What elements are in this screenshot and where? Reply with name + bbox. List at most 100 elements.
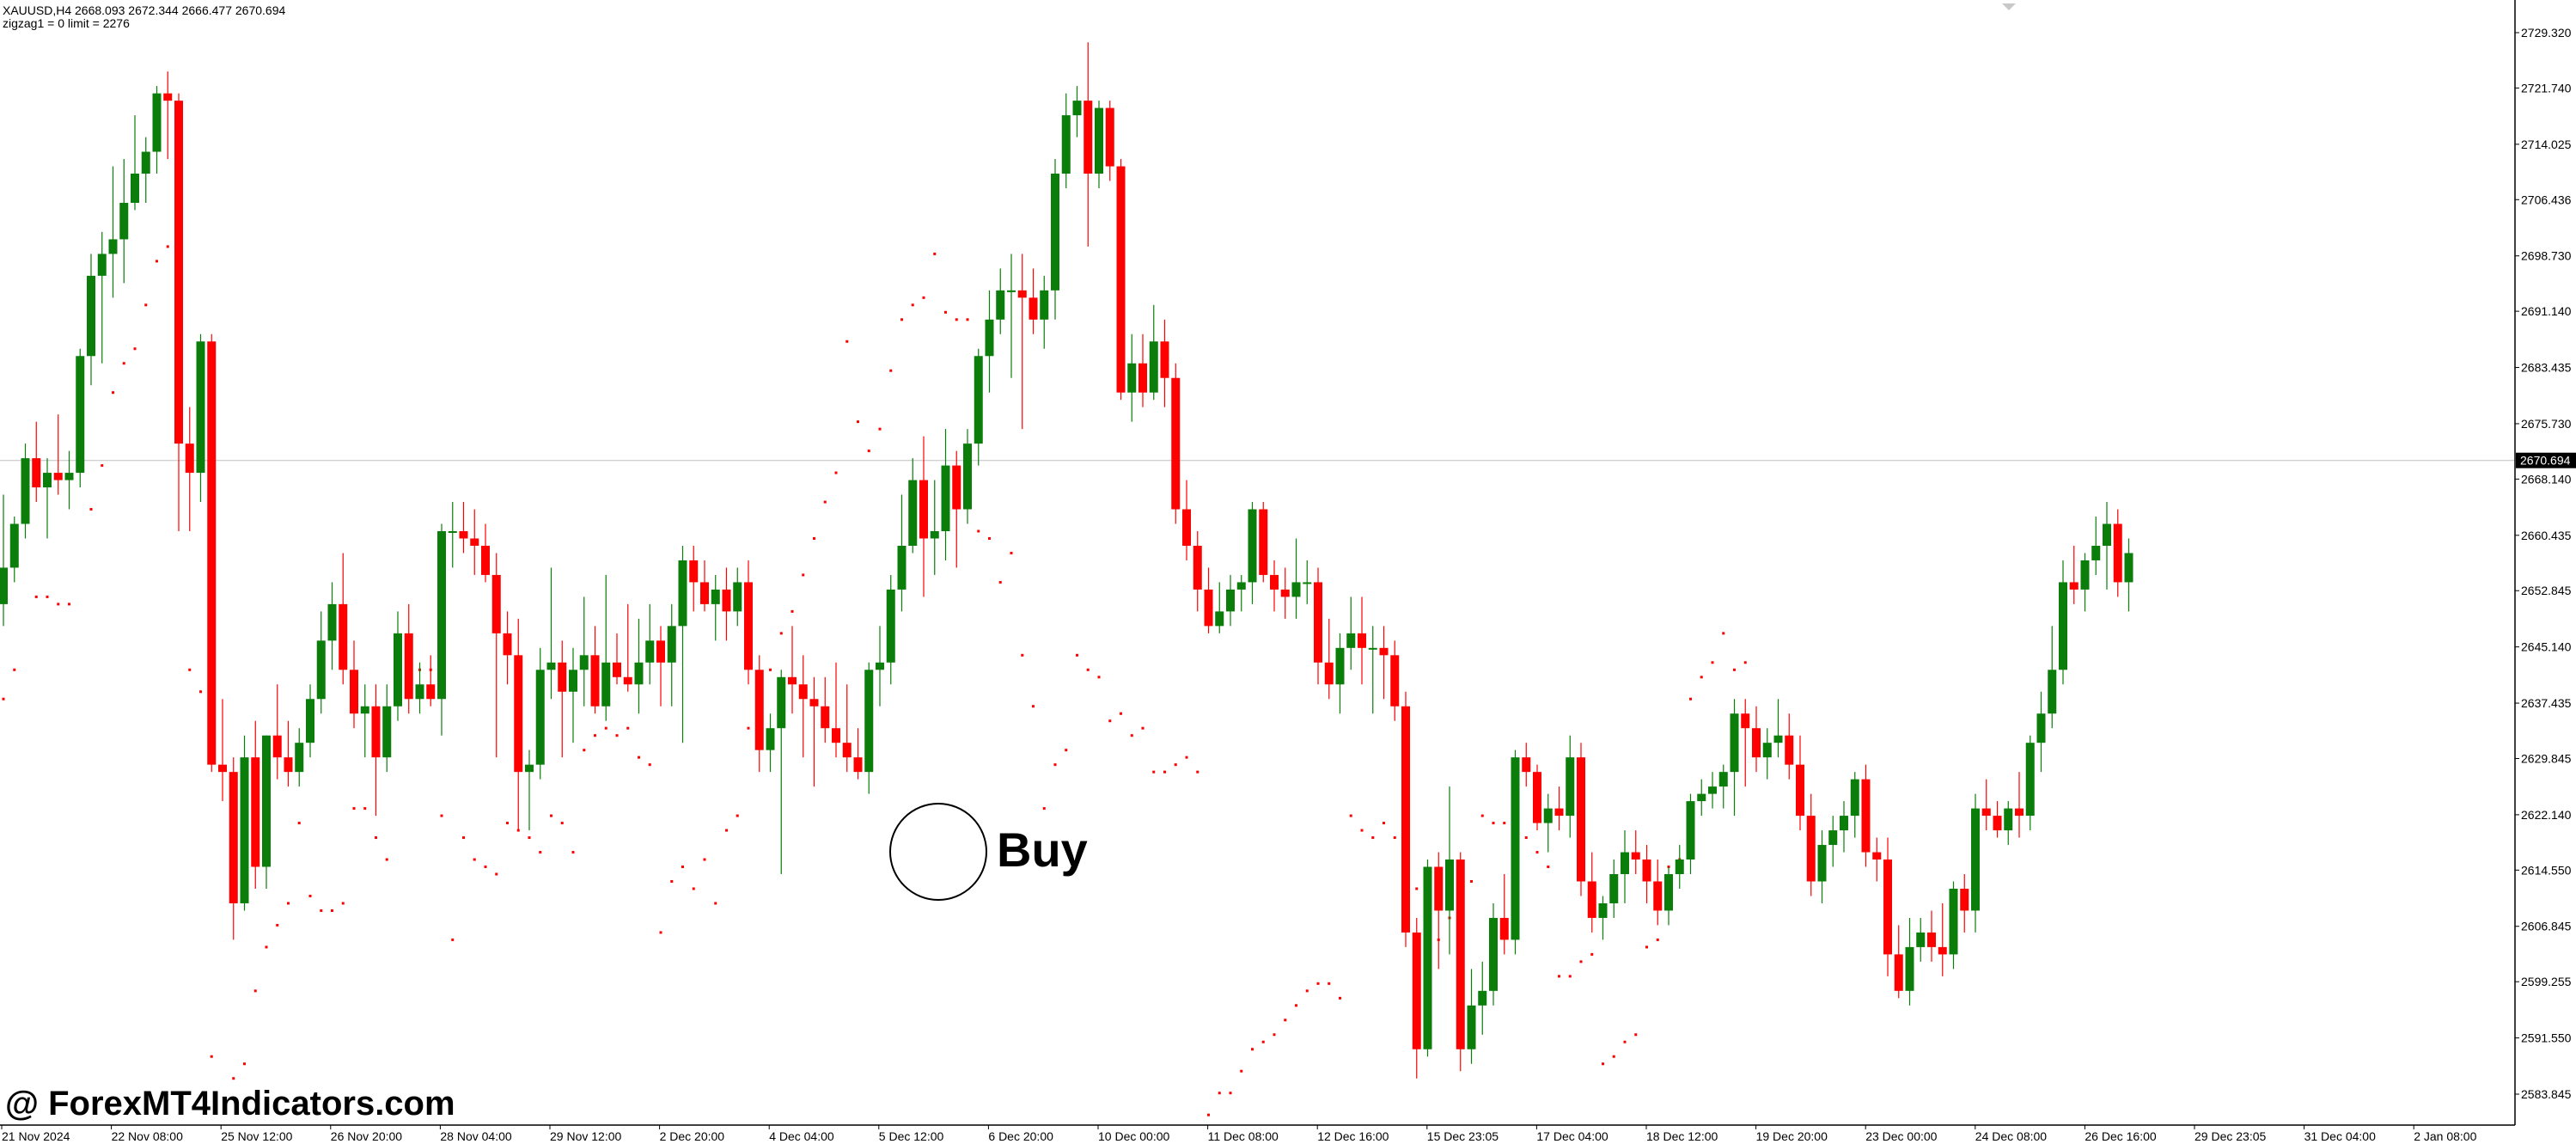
candle-body xyxy=(1522,757,1531,773)
candle xyxy=(141,137,150,203)
candle-body xyxy=(1577,757,1585,882)
candle xyxy=(327,582,337,670)
candle-body xyxy=(284,757,293,773)
candle xyxy=(842,684,852,773)
indicator-dot xyxy=(779,632,783,635)
candle-body xyxy=(1358,633,1366,648)
candle xyxy=(185,407,194,531)
price-tick-label: 2591.550 xyxy=(2521,1031,2572,1045)
candle xyxy=(941,429,950,560)
candle xyxy=(864,662,874,794)
indicator-dot xyxy=(133,347,137,351)
indicator-dot xyxy=(922,296,925,299)
candle-body xyxy=(1051,174,1059,291)
candle xyxy=(394,611,402,721)
candle xyxy=(1171,363,1181,524)
indicator-dot xyxy=(1612,1055,1615,1058)
candle xyxy=(733,567,742,627)
time-tick-label: 29 Dec 23:05 xyxy=(2194,1129,2266,1143)
candle-body xyxy=(1872,852,1882,860)
time-tick-label: 31 Dec 04:00 xyxy=(2304,1129,2376,1143)
candle xyxy=(53,414,63,495)
candle xyxy=(1259,502,1268,583)
candle xyxy=(1840,801,1848,853)
candle-body xyxy=(371,706,381,758)
candle xyxy=(613,633,621,685)
indicator-dot xyxy=(1130,734,1133,737)
candles-layer xyxy=(0,42,2133,1079)
indicator-dot xyxy=(1634,1033,1638,1037)
candle xyxy=(43,458,52,539)
indicator-dot xyxy=(911,303,914,307)
indicator-dot xyxy=(1261,1040,1265,1043)
candle-body xyxy=(316,640,326,700)
candle xyxy=(601,574,611,721)
time-axis-labels: 21 Nov 2024 22 Nov 08:00 25 Nov 12:00 26 No… xyxy=(1,1125,2477,1143)
candle xyxy=(2004,801,2013,846)
indicator-dot xyxy=(506,822,509,825)
candle-body xyxy=(1138,363,1147,393)
candle xyxy=(809,676,819,787)
indicator-dot xyxy=(725,829,728,832)
candle-body xyxy=(218,764,227,773)
indicator-dot xyxy=(1240,1069,1243,1073)
time-tick-label: 25 Nov 12:00 xyxy=(221,1129,292,1143)
candle xyxy=(985,290,994,393)
candle xyxy=(21,444,30,539)
candle-body xyxy=(1938,946,1947,955)
candle-body xyxy=(1478,990,1487,1006)
candle-body xyxy=(1029,297,1038,320)
candle xyxy=(1127,333,1137,422)
time-tick-label: 11 Dec 08:00 xyxy=(1208,1129,1279,1143)
candle-body xyxy=(1390,655,1400,707)
price-tick-label: 2714.025 xyxy=(2521,138,2572,151)
watermark: @ ForexMT4Indicators.com xyxy=(5,1085,455,1123)
current-price-tag-label: 2670.694 xyxy=(2520,454,2571,468)
candle-body xyxy=(87,275,95,357)
indicator-dot xyxy=(144,303,148,307)
candle xyxy=(1927,910,1936,962)
indicator-dot xyxy=(802,573,805,577)
candle-body xyxy=(1127,363,1137,393)
indicator-dot xyxy=(615,734,619,737)
candle xyxy=(382,684,392,773)
candle xyxy=(251,720,260,889)
candle-body xyxy=(525,764,534,773)
candle-body xyxy=(722,589,731,612)
indicator-dot xyxy=(287,902,290,905)
candle xyxy=(0,494,8,627)
candle-body xyxy=(327,603,337,641)
indicator-dot xyxy=(539,851,542,854)
candle xyxy=(1916,917,1926,962)
candle-body xyxy=(634,662,644,685)
indicator-dot xyxy=(1590,952,1594,956)
candle xyxy=(1708,772,1717,809)
candle xyxy=(1883,837,1892,976)
candle xyxy=(1291,538,1301,619)
candle xyxy=(1960,874,1969,933)
candle-body xyxy=(1664,874,1673,911)
candle xyxy=(1280,567,1290,619)
candle-body xyxy=(1730,713,1739,773)
candle-body xyxy=(262,735,271,867)
indicator-dot xyxy=(1218,1092,1221,1095)
indicator-dot xyxy=(451,938,455,941)
candle-body xyxy=(360,706,369,714)
price-tick-label: 2622.140 xyxy=(2521,808,2572,822)
candle xyxy=(963,429,972,524)
candle xyxy=(426,655,436,707)
indicator-dot xyxy=(243,1062,246,1066)
candle xyxy=(558,640,567,758)
indicator-dot xyxy=(1558,975,1560,978)
scroll-marker-icon[interactable] xyxy=(2002,3,2016,10)
candle xyxy=(1741,699,1750,787)
time-tick-label: 18 Dec 12:00 xyxy=(1646,1129,1718,1143)
candle xyxy=(207,333,217,773)
candle-body xyxy=(229,772,238,903)
candle-body xyxy=(1280,589,1290,597)
candle xyxy=(316,611,326,714)
candle-body xyxy=(1598,902,1608,918)
candle-body xyxy=(1379,647,1389,656)
